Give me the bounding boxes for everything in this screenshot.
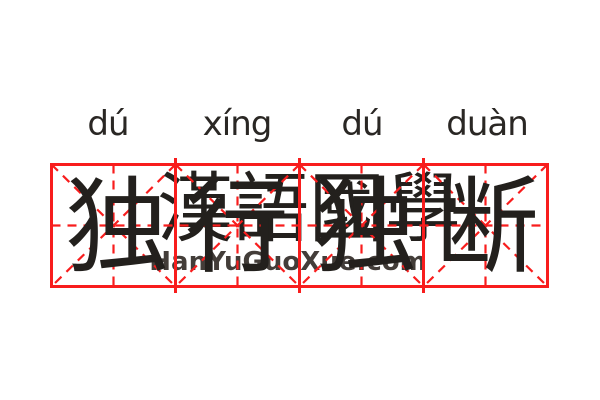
hanzi-character: 行 xyxy=(184,166,290,288)
pinyin-syllable: duàn xyxy=(446,104,529,144)
pinyin-syllable: dú xyxy=(341,104,383,144)
hanzi-character: 独 xyxy=(64,166,170,288)
pinyin-syllable: xíng xyxy=(202,104,273,144)
hanzi-character: 独 xyxy=(312,166,418,288)
pinyin-syllable: dú xyxy=(87,104,129,144)
hanzi-character: 断 xyxy=(434,166,540,288)
